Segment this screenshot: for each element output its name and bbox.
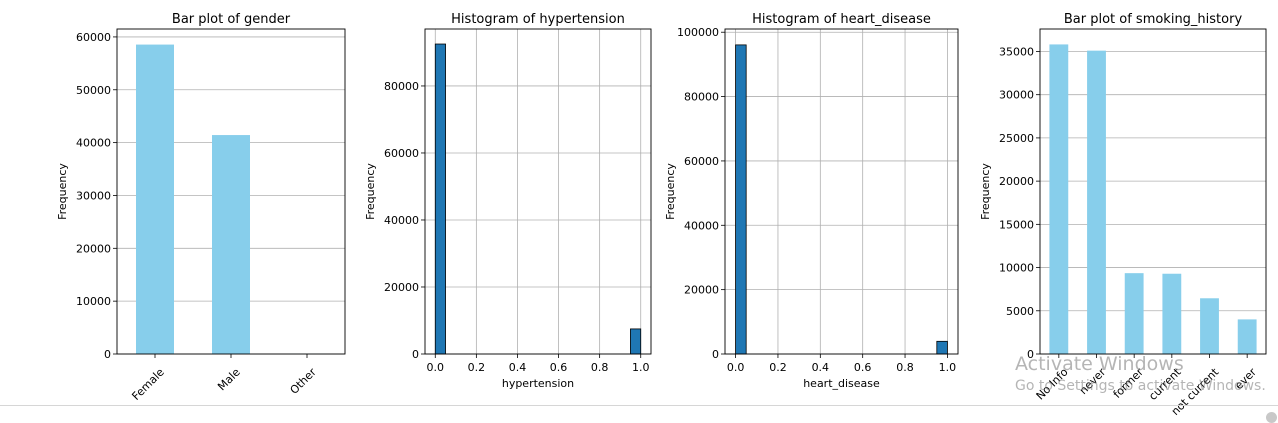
x-tick-label: 0.2 (769, 361, 787, 374)
histogram-bar (435, 44, 445, 354)
plot-frame (425, 29, 651, 354)
y-tick-label: 20000 (76, 242, 111, 255)
chart-panel-1: Female Male Other 0 10000 20000 30000 40000 5000… (56, 12, 345, 403)
bar (1125, 273, 1144, 354)
y-tick-label: 0 (712, 348, 719, 361)
y-tick-label: 20000 (384, 281, 419, 294)
y-tick-label: 35000 (999, 45, 1034, 58)
y-tick-label: 60000 (76, 31, 111, 44)
plot-frame (1040, 29, 1266, 354)
x-tick-label: Male (215, 365, 243, 393)
chart-title: Bar plot of gender (172, 12, 291, 27)
y-tick-label: 20000 (684, 284, 719, 297)
y-tick-label: 0 (412, 348, 419, 361)
histogram-bar (937, 341, 948, 354)
y-tick-label: 60000 (384, 147, 419, 160)
x-axis-label: hypertension (502, 377, 574, 390)
x-tick-label: former (1111, 365, 1147, 401)
y-tick-label: 10000 (76, 295, 111, 308)
x-tick-label: 0.6 (854, 361, 872, 374)
y-tick-label: 50000 (76, 84, 111, 97)
y-tick-label: 40000 (384, 214, 419, 227)
output-divider (0, 405, 1278, 406)
bar (1049, 44, 1068, 354)
bar (1238, 319, 1257, 354)
bar (136, 45, 174, 354)
chart-panel-2: 0.0 0.2 0.4 0.6 0.8 1.0 hypertension 0 20000 4000… (364, 12, 651, 390)
x-tick-label: 1.0 (939, 361, 957, 374)
y-tick-label: 30000 (999, 89, 1034, 102)
x-tick-label: 0.2 (468, 361, 486, 374)
bar (1200, 298, 1219, 354)
y-tick-label: 25000 (999, 132, 1034, 145)
bar (212, 135, 250, 354)
x-tick-label: 0.0 (727, 361, 745, 374)
x-tick-label: Female (129, 365, 166, 402)
chart-title: Histogram of heart_disease (752, 12, 931, 27)
y-tick-label: 15000 (999, 218, 1034, 231)
x-tick-label: 0.6 (550, 361, 568, 374)
x-tick-label: No Info (1034, 365, 1071, 402)
y-tick-label: 0 (1027, 348, 1034, 361)
x-axis-label: heart_disease (803, 377, 880, 390)
x-tick-label: Other (287, 365, 319, 397)
y-axis-label: Frequency (364, 163, 377, 220)
scrollbar-handle[interactable] (1266, 412, 1277, 423)
y-tick-label: 100000 (677, 26, 719, 39)
y-tick-label: 40000 (76, 137, 111, 150)
y-tick-label: 40000 (684, 219, 719, 232)
y-tick-label: 20000 (999, 175, 1034, 188)
y-axis-label: Frequency (56, 163, 69, 220)
histogram-bar (630, 329, 640, 354)
chart-title: Histogram of hypertension (451, 12, 625, 27)
x-tick-label: 0.4 (812, 361, 830, 374)
y-tick-label: 0 (104, 348, 111, 361)
y-tick-label: 60000 (684, 155, 719, 168)
y-tick-label: 80000 (384, 80, 419, 93)
y-tick-label: 80000 (684, 91, 719, 104)
x-tick-label: never (1077, 365, 1109, 397)
x-tick-label: 0.8 (896, 361, 914, 374)
x-tick-label: 1.0 (632, 361, 650, 374)
y-tick-label: 10000 (999, 262, 1034, 275)
bar (1162, 274, 1181, 354)
y-axis-label: Frequency (979, 163, 992, 220)
chart-panel-3: 0.0 0.2 0.4 0.6 0.8 1.0 heart_disease 0 20000 400… (664, 12, 958, 390)
x-tick-label: ever (1232, 365, 1259, 392)
y-tick-label: 5000 (1006, 305, 1034, 318)
plot-frame (725, 29, 958, 354)
histogram-bar (736, 45, 747, 354)
bar (1087, 51, 1106, 354)
x-tick-label: 0.4 (509, 361, 527, 374)
y-tick-label: 30000 (76, 189, 111, 202)
x-tick-label: 0.8 (591, 361, 609, 374)
y-axis-label: Frequency (664, 163, 677, 220)
chart-title: Bar plot of smoking_history (1064, 12, 1243, 27)
x-tick-label: current (1146, 365, 1184, 403)
x-tick-label: 0.0 (427, 361, 445, 374)
